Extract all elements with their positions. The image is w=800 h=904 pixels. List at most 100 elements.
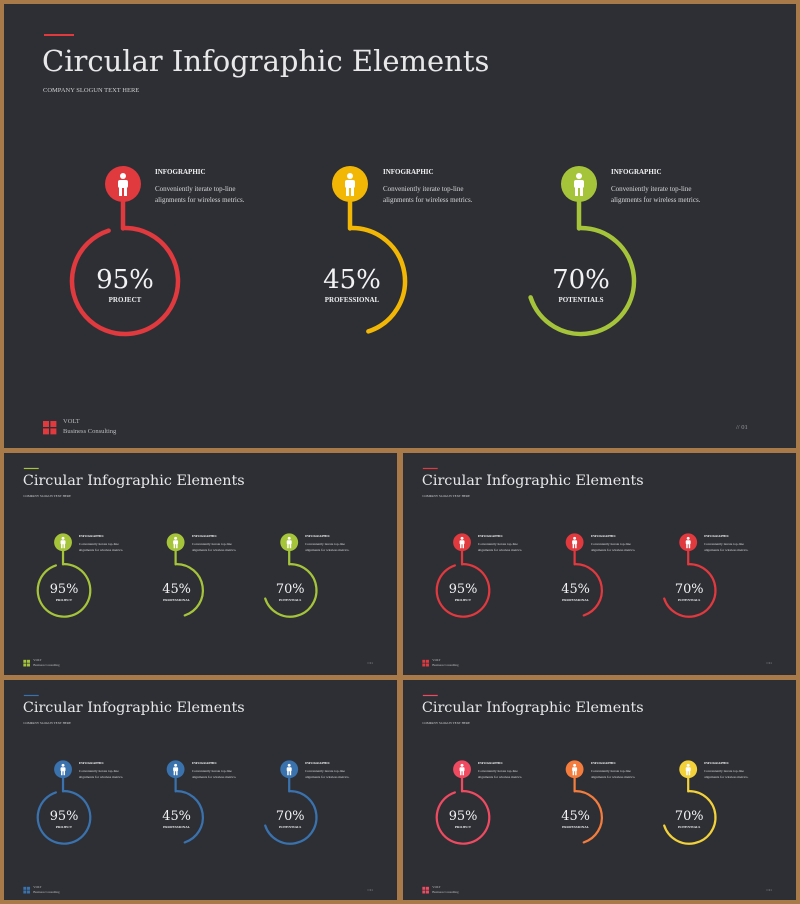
percent-value: 45% xyxy=(561,809,590,825)
brand-logo-icon xyxy=(422,886,429,894)
infographic-item-2 xyxy=(166,760,205,844)
item-label: INFOGRAPHIC xyxy=(305,761,331,766)
item-name: PROFESSIONAL xyxy=(163,824,191,829)
progress-ring xyxy=(69,225,181,337)
person-icon xyxy=(459,536,465,549)
item-description: Conveniently iterate top-line alignments… xyxy=(704,769,749,779)
title-accent-bar xyxy=(422,467,438,470)
percent-value: 70% xyxy=(552,265,610,295)
person-icon xyxy=(459,763,465,776)
infographic-item-3 xyxy=(663,760,717,845)
person-icon xyxy=(286,763,292,776)
item-description: Conveniently iterate top-line alignments… xyxy=(383,185,473,204)
progress-ring xyxy=(264,562,318,618)
slide-thumb-green[interactable]: Circular Infographic Elements COMPANY SLO… xyxy=(4,453,397,675)
infographic-item-2 xyxy=(565,760,604,844)
progress-ring xyxy=(663,789,717,845)
item-label: INFOGRAPHIC xyxy=(704,534,730,539)
brand-subtitle: Business Consulting xyxy=(432,890,459,895)
item-description: Conveniently iterate top-line alignments… xyxy=(78,542,124,552)
item-description: Conveniently iterate top-line alignments… xyxy=(305,769,350,779)
item-name: POTENTIALS xyxy=(279,597,302,602)
person-icon xyxy=(118,173,128,196)
item-label: INFOGRAPHIC xyxy=(477,761,503,766)
slide-thumb-blue[interactable]: Circular Infographic Elements COMPANY SLO… xyxy=(4,680,397,900)
title-accent-bar xyxy=(23,694,39,697)
item-description: Conveniently iterate top-line alignments… xyxy=(477,769,523,779)
item-name: POTENTIALS xyxy=(678,597,701,602)
item-name: POTENTIALS xyxy=(678,824,701,829)
brand-subtitle: Business Consulting xyxy=(33,663,60,668)
slogan-text: COMPANY SLOGUN TEXT HERE xyxy=(23,494,72,499)
item-description: Conveniently iterate top-line alignments… xyxy=(590,542,636,552)
percent-value: 95% xyxy=(448,809,478,825)
slogan-text: COMPANY SLOGUN TEXT HERE xyxy=(422,721,471,726)
slide-main[interactable]: Circular Infographic Elements COMPANY SLO… xyxy=(4,4,796,448)
item-description: Conveniently iterate top-line alignments… xyxy=(78,769,124,779)
item-label: INFOGRAPHIC xyxy=(155,168,206,176)
slide-thumb-red[interactable]: Circular Infographic Elements COMPANY SLO… xyxy=(403,453,796,675)
brand-name: VOLT xyxy=(63,418,80,425)
slide-artwork xyxy=(23,467,318,667)
percent-value: 70% xyxy=(275,582,305,598)
percent-value: 45% xyxy=(561,582,590,598)
progress-ring xyxy=(574,789,604,844)
page-number: // 01 xyxy=(367,661,373,666)
item-description: Conveniently iterate top-line alignments… xyxy=(155,185,245,204)
slide-artwork xyxy=(422,694,717,894)
infographic-item-3 xyxy=(264,760,318,845)
slogan-text: COMPANY SLOGUN TEXT HERE xyxy=(23,721,72,726)
item-label: INFOGRAPHIC xyxy=(383,168,434,176)
progress-ring xyxy=(175,562,205,617)
item-name: PROJECT xyxy=(55,824,73,829)
title-accent-bar xyxy=(23,467,39,470)
page-number: // 01 xyxy=(766,661,772,666)
item-label: INFOGRAPHIC xyxy=(590,761,617,766)
slide-artwork xyxy=(422,467,717,667)
percent-value: 70% xyxy=(674,582,704,598)
slide-artwork xyxy=(43,34,637,435)
progress-ring xyxy=(175,789,205,844)
person-icon xyxy=(173,763,179,776)
progress-ring xyxy=(574,562,604,617)
percent-value: 45% xyxy=(162,582,191,598)
progress-ring xyxy=(36,789,92,845)
item-name: POTENTIALS xyxy=(558,296,604,304)
progress-ring xyxy=(435,562,491,618)
page-title: Circular Infographic Elements xyxy=(22,472,245,489)
person-icon xyxy=(685,536,691,549)
item-name: PROFESSIONAL xyxy=(324,296,380,304)
item-name: PROFESSIONAL xyxy=(163,597,191,602)
slide-thumb-warm[interactable]: Circular Infographic Elements COMPANY SLO… xyxy=(403,680,796,900)
percent-value: 70% xyxy=(674,809,704,825)
progress-ring xyxy=(528,225,637,337)
infographic-item-3 xyxy=(264,533,318,618)
item-label: INFOGRAPHIC xyxy=(611,168,662,176)
percent-value: 95% xyxy=(49,582,79,598)
item-label: INFOGRAPHIC xyxy=(78,761,104,766)
progress-ring xyxy=(36,562,92,618)
item-name: PROFESSIONAL xyxy=(562,824,590,829)
brand-name: VOLT xyxy=(432,658,441,663)
slogan-text: COMPANY SLOGUN TEXT HERE xyxy=(43,87,140,94)
percent-value: 45% xyxy=(162,809,191,825)
item-description: Conveniently iterate top-line alignments… xyxy=(191,542,237,552)
title-accent-bar xyxy=(422,694,438,697)
infographic-item-1 xyxy=(36,533,92,618)
brand-subtitle: Business Consulting xyxy=(432,663,459,668)
item-label: INFOGRAPHIC xyxy=(305,534,331,539)
person-icon xyxy=(574,173,584,196)
item-label: INFOGRAPHIC xyxy=(590,534,617,539)
infographic-item-2 xyxy=(166,533,205,617)
person-icon xyxy=(572,536,578,549)
page-title: Circular Infographic Elements xyxy=(421,699,644,716)
brand-logo-icon xyxy=(43,421,57,435)
item-label: INFOGRAPHIC xyxy=(191,534,218,539)
person-icon xyxy=(685,763,691,776)
item-label: INFOGRAPHIC xyxy=(477,534,503,539)
progress-ring xyxy=(663,562,717,618)
brand-name: VOLT xyxy=(33,885,42,890)
person-icon xyxy=(173,536,179,549)
infographic-item-1 xyxy=(36,760,92,845)
item-description: Conveniently iterate top-line alignments… xyxy=(590,769,636,779)
